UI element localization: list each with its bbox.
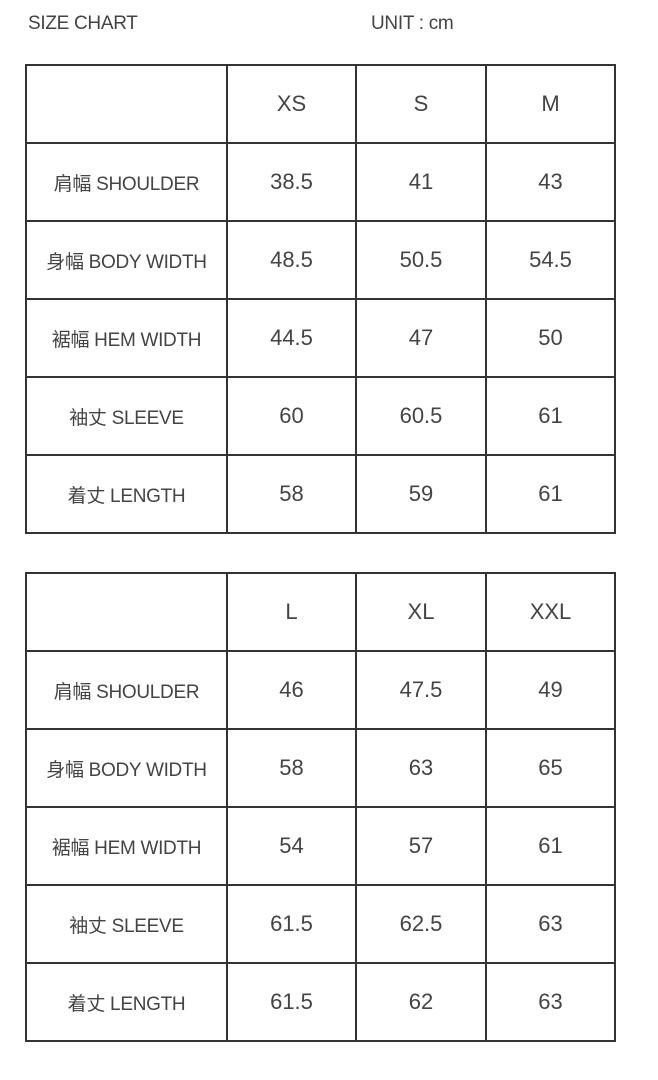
size-header-row: L XL XXL [25, 572, 616, 652]
measurement-row: 着丈 LENGTH 61.5 62 63 [25, 962, 616, 1042]
measurement-value: 60 [226, 376, 357, 456]
measurement-value: 61 [485, 806, 616, 886]
measurement-row: 袖丈 SLEEVE 61.5 62.5 63 [25, 884, 616, 964]
measurement-label: 裾幅 HEM WIDTH [25, 806, 228, 886]
size-header-cell: XL [355, 572, 487, 652]
measurement-value: 47 [355, 298, 487, 378]
measurement-row: 身幅 BODY WIDTH 58 63 65 [25, 728, 616, 808]
measurement-label: 肩幅 SHOULDER [25, 650, 228, 730]
measurement-value: 41 [355, 142, 487, 222]
measurement-value: 61 [485, 376, 616, 456]
measurement-value: 63 [355, 728, 487, 808]
size-chart-title: SIZE CHART [28, 13, 138, 34]
unit-label: UNIT : cm [371, 13, 454, 34]
measurement-value: 43 [485, 142, 616, 222]
size-header-row: XS S M [25, 64, 616, 144]
measurement-row: 裾幅 HEM WIDTH 44.5 47 50 [25, 298, 616, 378]
measurement-row: 裾幅 HEM WIDTH 54 57 61 [25, 806, 616, 886]
measurement-value: 61 [485, 454, 616, 534]
measurement-value: 62 [355, 962, 487, 1042]
measurement-row: 肩幅 SHOULDER 46 47.5 49 [25, 650, 616, 730]
measurement-value: 49 [485, 650, 616, 730]
measurement-row: 袖丈 SLEEVE 60 60.5 61 [25, 376, 616, 456]
size-header-cell: M [485, 64, 616, 144]
measurement-label: 袖丈 SLEEVE [25, 884, 228, 964]
measurement-value: 63 [485, 962, 616, 1042]
measurement-row: 着丈 LENGTH 58 59 61 [25, 454, 616, 534]
measurement-value: 57 [355, 806, 487, 886]
size-table-2: L XL XXL 肩幅 SHOULDER 46 47.5 49 身幅 BODY WIDTH 58… [25, 572, 616, 1042]
measurement-value: 44.5 [226, 298, 357, 378]
measurement-label: 着丈 LENGTH [25, 454, 228, 534]
measurement-value: 58 [226, 728, 357, 808]
size-header-cell: XS [226, 64, 357, 144]
measurement-label: 身幅 BODY WIDTH [25, 728, 228, 808]
measurement-value: 50.5 [355, 220, 487, 300]
measurement-value: 61.5 [226, 884, 357, 964]
measurement-row: 身幅 BODY WIDTH 48.5 50.5 54.5 [25, 220, 616, 300]
measurement-row: 肩幅 SHOULDER 38.5 41 43 [25, 142, 616, 222]
measurement-label: 身幅 BODY WIDTH [25, 220, 228, 300]
measurement-value: 63 [485, 884, 616, 964]
measurement-label: 肩幅 SHOULDER [25, 142, 228, 222]
measurement-value: 50 [485, 298, 616, 378]
corner-cell [25, 64, 228, 144]
size-header-cell: S [355, 64, 487, 144]
measurement-value: 38.5 [226, 142, 357, 222]
measurement-label: 着丈 LENGTH [25, 962, 228, 1042]
measurement-value: 60.5 [355, 376, 487, 456]
measurement-value: 54 [226, 806, 357, 886]
corner-cell [25, 572, 228, 652]
measurement-value: 65 [485, 728, 616, 808]
size-table-1: XS S M 肩幅 SHOULDER 38.5 41 43 身幅 BODY WIDTH 48.5… [25, 64, 616, 534]
measurement-label: 袖丈 SLEEVE [25, 376, 228, 456]
measurement-value: 59 [355, 454, 487, 534]
measurement-value: 47.5 [355, 650, 487, 730]
measurement-value: 61.5 [226, 962, 357, 1042]
measurement-label: 裾幅 HEM WIDTH [25, 298, 228, 378]
size-header-cell: XXL [485, 572, 616, 652]
size-header-cell: L [226, 572, 357, 652]
measurement-value: 58 [226, 454, 357, 534]
measurement-value: 48.5 [226, 220, 357, 300]
measurement-value: 62.5 [355, 884, 487, 964]
measurement-value: 46 [226, 650, 357, 730]
measurement-value: 54.5 [485, 220, 616, 300]
